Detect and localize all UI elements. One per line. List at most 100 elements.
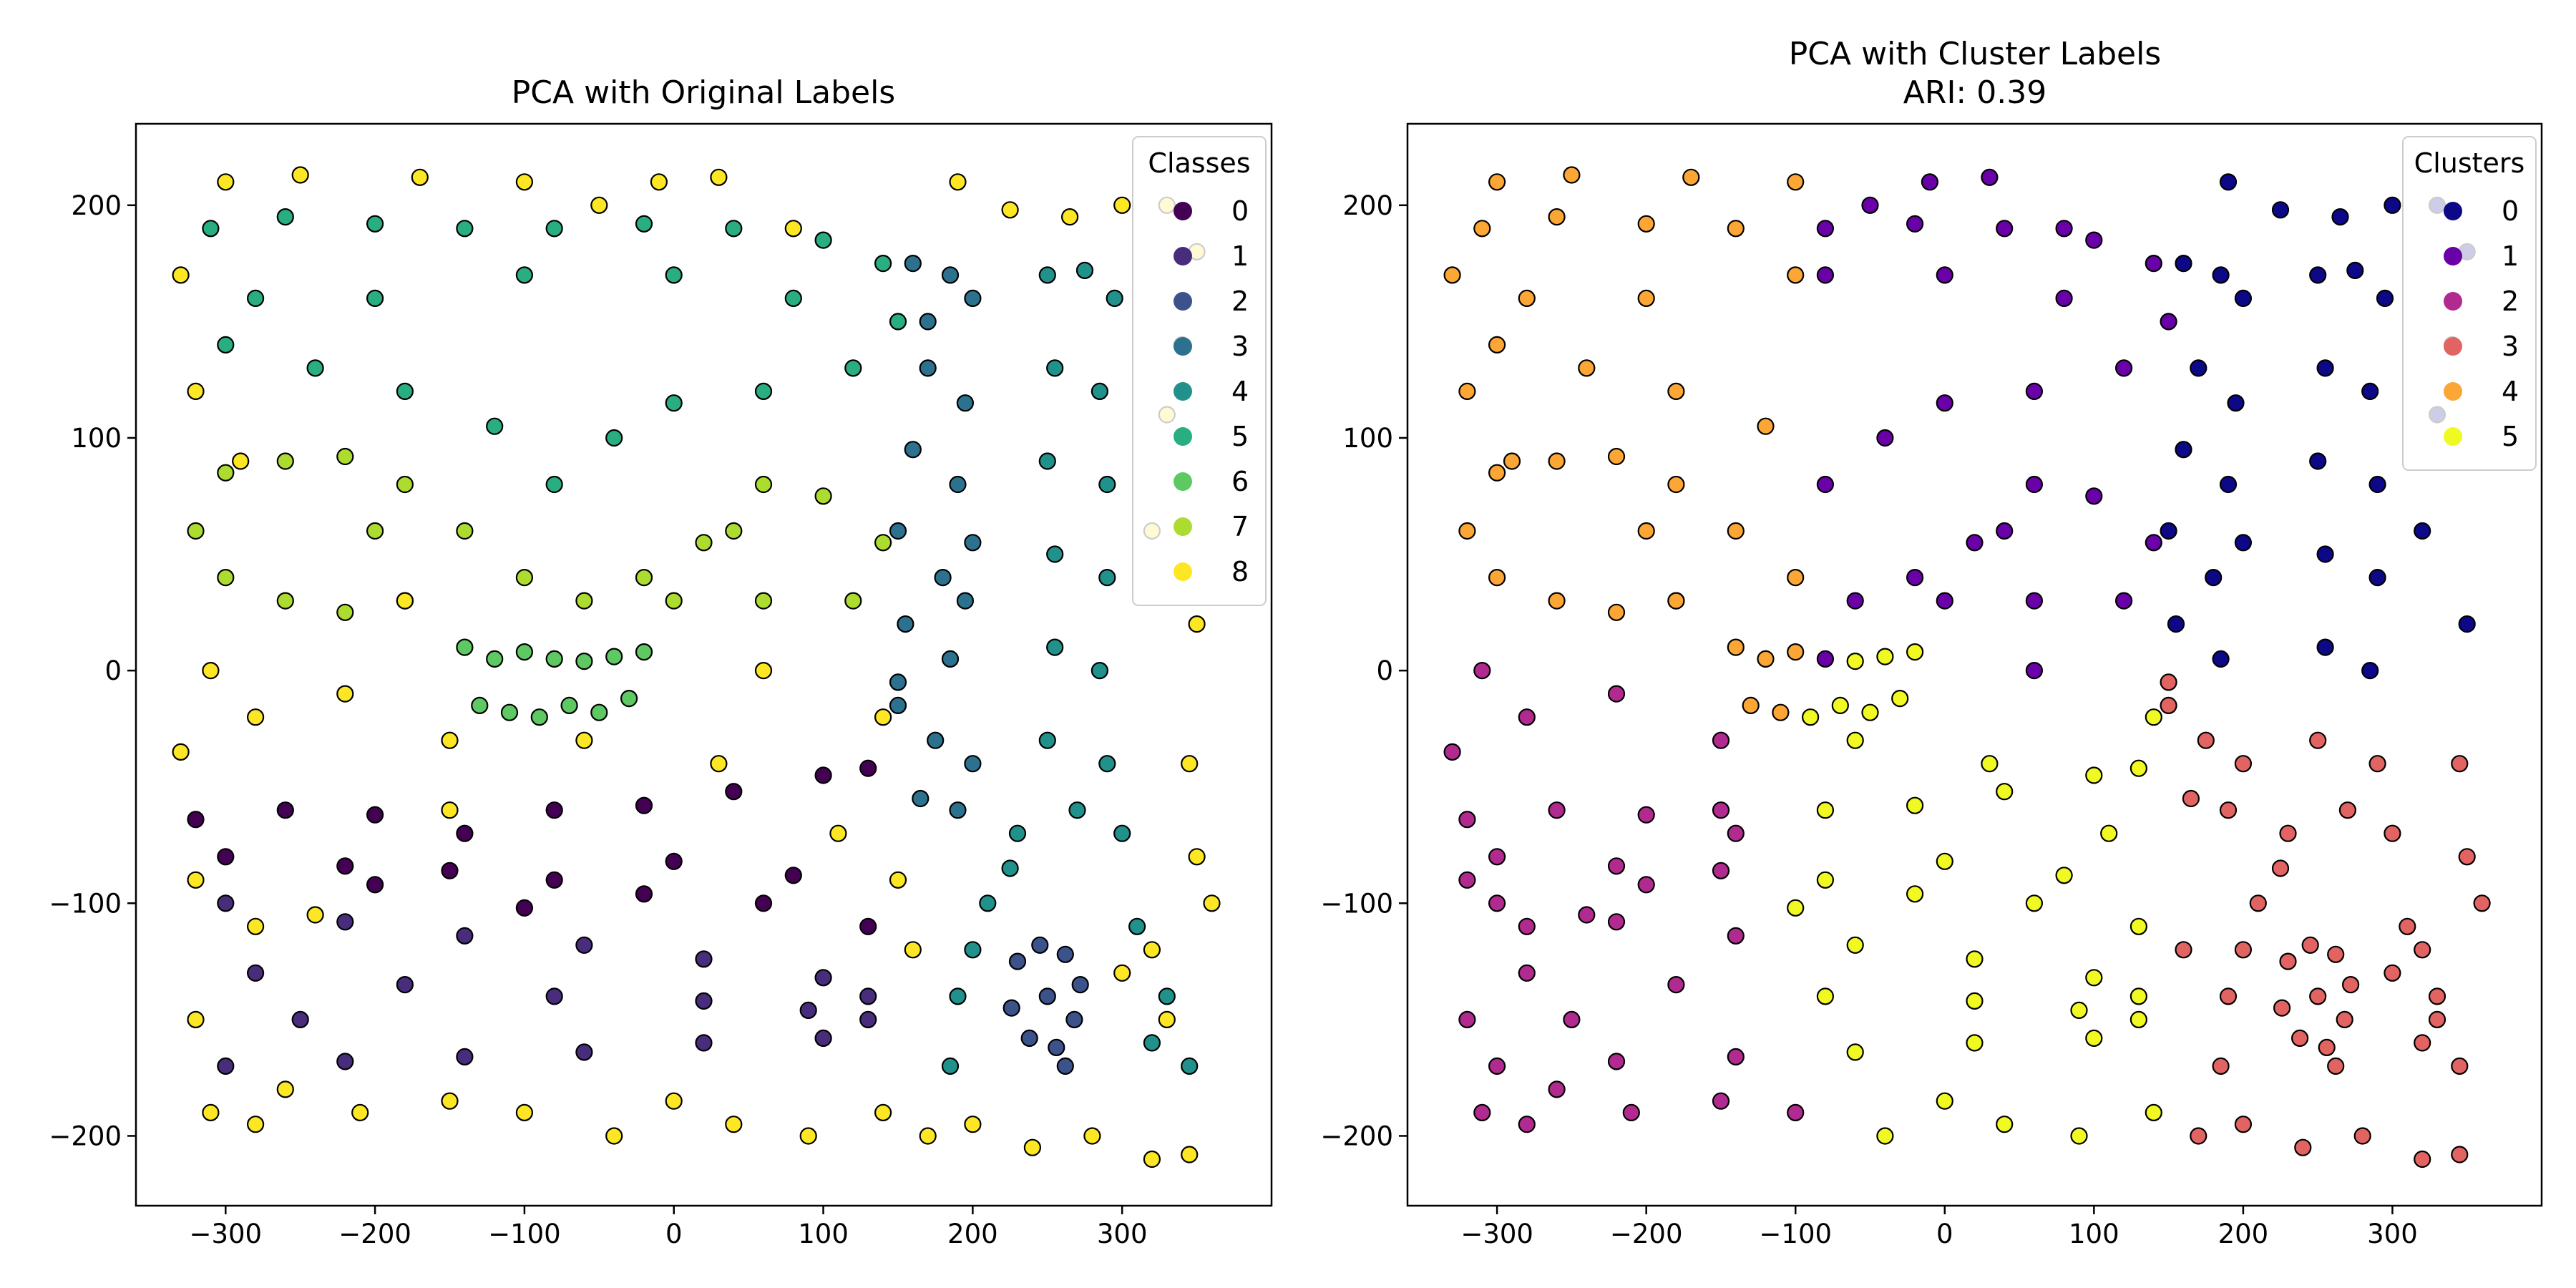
data-point-series-5 bbox=[2070, 1001, 2088, 1020]
data-point-series-3 bbox=[2414, 1034, 2431, 1052]
data-point-series-3 bbox=[2458, 848, 2476, 866]
data-point-series-1 bbox=[859, 987, 877, 1005]
data-point-series-0 bbox=[2175, 255, 2192, 273]
data-point-series-0 bbox=[2212, 266, 2230, 284]
data-point-series-5 bbox=[1906, 643, 1924, 661]
data-point-series-7 bbox=[456, 522, 474, 540]
data-point-series-5 bbox=[1802, 708, 1820, 726]
data-point-series-5 bbox=[665, 394, 683, 412]
data-point-series-7 bbox=[217, 568, 235, 587]
data-point-series-0 bbox=[515, 899, 534, 917]
data-point-series-4 bbox=[1548, 208, 1566, 226]
data-point-series-4 bbox=[1488, 336, 1506, 353]
data-point-series-2 bbox=[1518, 964, 1536, 982]
chart-title: PCA with Cluster Labels bbox=[1789, 36, 2161, 72]
data-point-series-1 bbox=[695, 950, 713, 968]
data-point-series-2 bbox=[1031, 936, 1049, 954]
data-point-series-0 bbox=[725, 783, 743, 801]
data-point-series-5 bbox=[1936, 852, 1953, 870]
data-point-series-1 bbox=[2025, 592, 2043, 610]
data-point-series-4 bbox=[1727, 220, 1745, 238]
legend-marker bbox=[1174, 292, 1192, 311]
data-point-series-2 bbox=[1637, 806, 1655, 824]
chart-title: PCA with Original Labels bbox=[512, 74, 895, 111]
data-point-series-3 bbox=[904, 441, 922, 459]
data-point-series-0 bbox=[2458, 615, 2476, 633]
data-point-series-1 bbox=[217, 1057, 235, 1075]
data-point-series-5 bbox=[545, 220, 563, 238]
data-point-series-3 bbox=[2368, 755, 2386, 773]
data-point-series-2 bbox=[1458, 871, 1476, 889]
x-tick-label: −300 bbox=[1460, 1219, 1533, 1249]
data-point-series-0 bbox=[2368, 475, 2386, 494]
data-point-series-4 bbox=[949, 987, 967, 1005]
data-point-series-7 bbox=[814, 487, 832, 505]
data-point-series-4 bbox=[1637, 289, 1655, 307]
data-point-series-4 bbox=[1098, 568, 1116, 587]
data-point-series-1 bbox=[1996, 522, 2014, 540]
data-point-series-5 bbox=[1861, 703, 1879, 721]
data-point-series-2 bbox=[1787, 1103, 1805, 1122]
data-point-series-0 bbox=[2384, 196, 2401, 214]
data-point-series-5 bbox=[1876, 1127, 1894, 1145]
data-point-series-1 bbox=[456, 1048, 474, 1066]
data-point-series-0 bbox=[2316, 359, 2334, 377]
legend-marker bbox=[2444, 202, 2462, 220]
data-point-series-4 bbox=[1443, 266, 1461, 284]
data-point-series-1 bbox=[1906, 215, 1924, 233]
data-point-series-6 bbox=[515, 643, 534, 661]
data-point-series-5 bbox=[1981, 755, 1999, 773]
data-point-series-0 bbox=[366, 876, 384, 894]
data-point-series-3 bbox=[897, 615, 914, 633]
data-point-series-5 bbox=[605, 429, 623, 447]
data-point-series-8 bbox=[1188, 848, 1206, 866]
data-point-series-0 bbox=[2346, 261, 2364, 279]
data-point-series-8 bbox=[441, 801, 459, 819]
data-point-series-0 bbox=[2361, 382, 2379, 401]
data-point-series-3 bbox=[2182, 789, 2200, 808]
data-point-series-8 bbox=[904, 941, 922, 959]
data-point-series-1 bbox=[1816, 220, 1834, 238]
data-point-series-3 bbox=[2294, 1138, 2312, 1156]
data-point-series-3 bbox=[934, 568, 952, 587]
data-point-series-8 bbox=[889, 871, 907, 889]
chart-subtitle: ARI: 0.39 bbox=[1903, 74, 2046, 111]
data-point-series-4 bbox=[964, 941, 982, 959]
legend-marker bbox=[2444, 247, 2462, 265]
data-point-series-5 bbox=[889, 313, 907, 331]
data-point-series-8 bbox=[784, 220, 802, 238]
legend-box bbox=[2402, 136, 2537, 471]
data-point-series-0 bbox=[276, 801, 294, 819]
data-point-series-0 bbox=[441, 862, 459, 879]
data-point-series-4 bbox=[1046, 545, 1064, 563]
y-tick-label: 0 bbox=[104, 655, 122, 686]
data-point-series-0 bbox=[187, 811, 205, 829]
data-point-series-1 bbox=[1861, 196, 1879, 214]
data-point-series-3 bbox=[912, 789, 930, 808]
data-point-series-2 bbox=[1518, 1116, 1536, 1133]
legend-title: Clusters bbox=[2414, 147, 2525, 179]
data-point-series-1 bbox=[814, 969, 832, 987]
x-tick-label: 200 bbox=[947, 1219, 998, 1249]
legend-label: 7 bbox=[1231, 511, 1249, 542]
legend-label: 0 bbox=[1231, 195, 1249, 227]
data-point-series-5 bbox=[1816, 871, 1834, 889]
data-point-series-3 bbox=[956, 394, 975, 412]
legend-box bbox=[1132, 136, 1267, 606]
data-point-series-4 bbox=[1046, 638, 1064, 656]
data-point-series-0 bbox=[545, 871, 563, 889]
legend-label: 5 bbox=[1231, 421, 1249, 452]
data-point-series-3 bbox=[2327, 1057, 2345, 1075]
data-point-series-4 bbox=[1787, 568, 1805, 587]
y-tick-label: −200 bbox=[49, 1121, 122, 1151]
data-point-series-7 bbox=[276, 452, 294, 470]
data-point-series-4 bbox=[1607, 447, 1626, 466]
data-point-series-2 bbox=[1048, 1038, 1065, 1057]
data-point-series-2 bbox=[1727, 1048, 1745, 1066]
data-point-series-3 bbox=[2279, 824, 2297, 842]
data-point-series-1 bbox=[1876, 429, 1894, 447]
data-point-series-8 bbox=[710, 168, 728, 186]
data-point-series-2 bbox=[1667, 975, 1685, 994]
y-tick-label: −100 bbox=[49, 888, 122, 919]
data-point-series-1 bbox=[2025, 661, 2043, 680]
